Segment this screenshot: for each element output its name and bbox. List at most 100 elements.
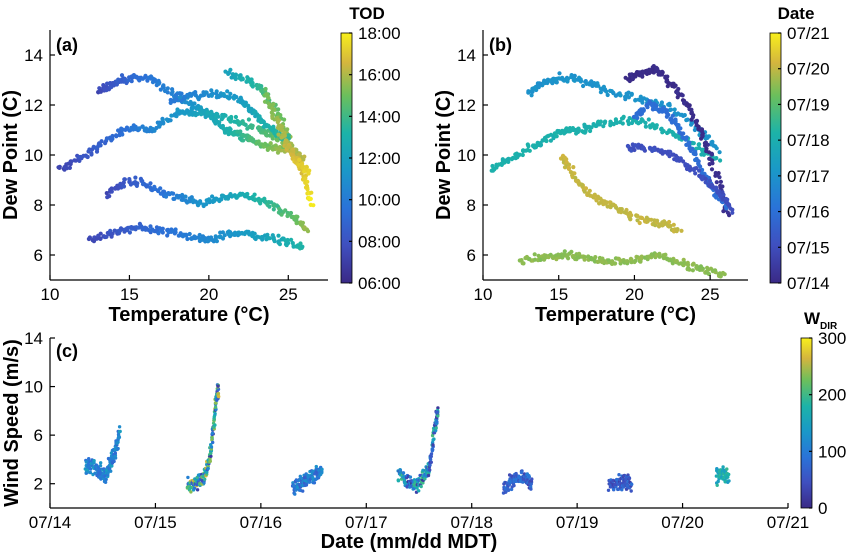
data-point xyxy=(703,176,708,181)
data-point xyxy=(213,423,217,427)
data-point xyxy=(258,119,263,125)
data-point xyxy=(298,241,303,246)
data-point xyxy=(629,91,634,96)
data-point xyxy=(272,237,277,242)
data-point xyxy=(304,164,309,169)
data-point xyxy=(169,113,174,118)
data-point xyxy=(634,111,639,116)
data-point xyxy=(320,467,324,471)
data-point xyxy=(227,95,232,100)
data-point xyxy=(509,487,514,492)
data-point xyxy=(699,136,704,141)
data-point xyxy=(285,213,290,219)
data-point xyxy=(297,157,302,162)
data-point xyxy=(164,194,169,199)
data-point xyxy=(110,133,115,139)
data-point xyxy=(586,254,591,259)
data-point xyxy=(173,92,179,97)
data-point xyxy=(641,107,646,113)
data-point xyxy=(187,199,192,204)
x-tick-label: 20 xyxy=(199,285,218,304)
data-point xyxy=(718,274,723,279)
data-point xyxy=(289,237,294,242)
points-c xyxy=(83,383,731,496)
colorbar-tick-label: 07/17 xyxy=(787,167,830,186)
data-point xyxy=(613,261,618,266)
colorbar-a: 18:00 16:00 14:00 12:00 10:00 08:00 06:00 TOD xyxy=(340,4,401,293)
data-point xyxy=(209,451,213,455)
data-point xyxy=(98,464,103,468)
data-point xyxy=(188,99,193,105)
data-point xyxy=(161,85,166,90)
data-point xyxy=(583,186,589,191)
data-point xyxy=(116,440,120,444)
data-point xyxy=(685,267,690,272)
data-point xyxy=(562,249,567,254)
data-point xyxy=(168,118,173,123)
x-tick-label: 07/16 xyxy=(240,513,283,532)
data-point xyxy=(504,490,508,494)
data-point xyxy=(160,226,165,231)
x-tick-label: 07/14 xyxy=(29,513,72,532)
colorbar-tick-label: 06:00 xyxy=(358,274,401,293)
data-point xyxy=(233,74,238,79)
data-point xyxy=(506,156,511,161)
data-point xyxy=(713,268,718,273)
data-point xyxy=(730,210,735,215)
data-point xyxy=(655,66,660,71)
data-point xyxy=(293,492,297,496)
data-point xyxy=(624,259,630,264)
data-point xyxy=(205,470,209,474)
data-point xyxy=(613,203,618,208)
data-point xyxy=(685,262,691,267)
data-point xyxy=(436,406,440,410)
colorbar-tick-label: 0 xyxy=(818,499,827,518)
data-point xyxy=(277,242,282,247)
data-point xyxy=(700,132,705,138)
data-point xyxy=(120,132,125,137)
data-point xyxy=(267,236,272,241)
data-point xyxy=(421,481,425,485)
data-point xyxy=(548,138,554,143)
data-point xyxy=(98,236,103,241)
data-point xyxy=(286,145,291,150)
colorbar-tick-label: 14:00 xyxy=(358,107,401,126)
data-point xyxy=(673,133,678,138)
data-point xyxy=(623,75,628,80)
data-point xyxy=(91,239,97,244)
panel-c: 07/14 07/15 07/16 07/17 07/18 07/19 07/20 07/21… xyxy=(1,309,846,553)
data-point xyxy=(211,440,215,445)
data-point xyxy=(677,261,682,266)
data-point xyxy=(718,158,723,163)
data-point xyxy=(276,233,281,238)
data-point xyxy=(582,130,588,135)
data-point xyxy=(566,162,572,167)
data-point xyxy=(632,147,637,153)
data-point xyxy=(726,475,730,479)
data-point xyxy=(538,257,543,262)
data-point xyxy=(428,463,432,467)
data-point xyxy=(727,479,731,483)
data-point xyxy=(687,103,692,108)
y-tick-label: 2 xyxy=(34,475,43,494)
data-point xyxy=(633,258,638,263)
data-point xyxy=(98,142,103,148)
data-point xyxy=(680,93,685,98)
data-point xyxy=(104,234,109,239)
x-axis-label: Temperature (°C) xyxy=(109,304,270,326)
data-point xyxy=(720,190,725,195)
data-point xyxy=(212,417,216,422)
data-point xyxy=(218,234,223,239)
data-point xyxy=(259,88,264,94)
data-point xyxy=(697,142,702,147)
data-point xyxy=(579,182,585,187)
data-point xyxy=(705,135,710,140)
data-point xyxy=(578,78,584,83)
data-point xyxy=(605,92,610,98)
data-point xyxy=(690,262,695,267)
x-axis-label: Date (mm/dd MDT) xyxy=(321,531,498,553)
data-point xyxy=(104,191,109,196)
data-point xyxy=(436,414,440,418)
data-point xyxy=(679,132,685,137)
data-point xyxy=(640,97,645,102)
